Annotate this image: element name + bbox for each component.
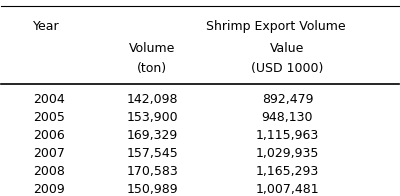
Text: 2005: 2005 [33, 111, 65, 124]
Text: 2006: 2006 [33, 129, 65, 142]
Text: 948,130: 948,130 [262, 111, 313, 124]
Text: 2008: 2008 [33, 165, 65, 178]
Text: (USD 1000): (USD 1000) [251, 62, 324, 75]
Text: 157,545: 157,545 [126, 147, 178, 160]
Text: 142,098: 142,098 [126, 93, 178, 106]
Text: 2009: 2009 [33, 183, 65, 196]
Text: 1,029,935: 1,029,935 [256, 147, 319, 160]
Text: 153,900: 153,900 [126, 111, 178, 124]
Text: 150,989: 150,989 [126, 183, 178, 196]
Text: 2004: 2004 [33, 93, 65, 106]
Text: 892,479: 892,479 [262, 93, 313, 106]
Text: 170,583: 170,583 [126, 165, 178, 178]
Text: Year: Year [33, 20, 60, 33]
Text: 1,007,481: 1,007,481 [256, 183, 319, 196]
Text: 169,329: 169,329 [127, 129, 178, 142]
Text: (ton): (ton) [137, 62, 167, 75]
Text: 1,165,293: 1,165,293 [256, 165, 319, 178]
Text: 2007: 2007 [33, 147, 65, 160]
Text: 1,115,963: 1,115,963 [256, 129, 319, 142]
Text: Value: Value [270, 42, 304, 55]
Text: Shrimp Export Volume: Shrimp Export Volume [206, 20, 345, 33]
Text: Volume: Volume [129, 42, 176, 55]
